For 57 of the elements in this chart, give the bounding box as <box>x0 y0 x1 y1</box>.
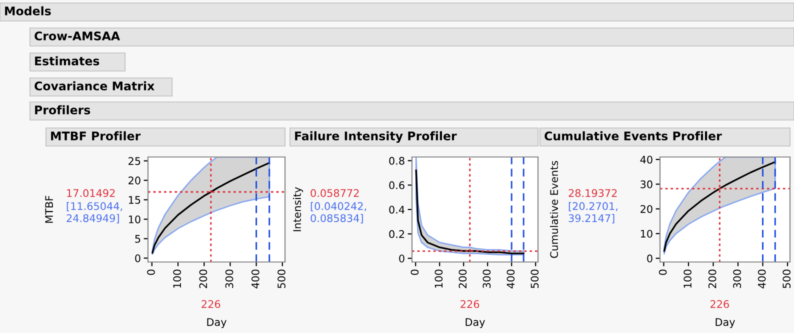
ref-line-label: 17.01492 <box>67 189 115 198</box>
text: Crow-AMSAA <box>34 31 120 40</box>
y-tick-label: 0 <box>135 254 140 262</box>
y-axis-title: Intensity <box>292 187 304 232</box>
x-axis-title: Day <box>207 318 226 328</box>
x-tick-label: 100 <box>434 270 443 288</box>
text: Covariance Matrix <box>34 81 154 90</box>
x-tick-label: 500 <box>530 270 539 288</box>
y-tick-label: 5 <box>135 235 140 243</box>
text: Models <box>5 6 51 16</box>
text: [11.65044, 24.84949] <box>66 202 122 224</box>
x-tick-label: 300 <box>225 270 234 288</box>
x-tick-label: 200 <box>708 270 716 288</box>
text: [0.040242, 0.085834] <box>310 202 366 224</box>
chart-title: MTBF Profiler <box>51 131 141 140</box>
y-tick-label: 0 <box>647 254 652 262</box>
y-tick-label: 20 <box>128 176 140 184</box>
x-tick-label: 500 <box>278 270 286 288</box>
y-tick-label: 25 <box>128 157 140 165</box>
ref-line-label: 226 <box>460 300 480 308</box>
ref-line-label: 0.058772 <box>310 189 359 198</box>
x-tick-label: 400 <box>506 270 515 288</box>
x-tick-label: 200 <box>458 270 467 288</box>
x-tick-label: 0 <box>658 270 667 275</box>
x-axis-title: Day <box>716 318 735 328</box>
text: Profilers <box>35 105 90 114</box>
y-tick-label: 40 <box>640 156 652 164</box>
y-axis-title: Cumulative Events <box>550 160 558 258</box>
y-tick-label: 0 <box>399 254 404 262</box>
x-tick-label: 500 <box>782 270 791 288</box>
x-tick-label: 300 <box>733 270 742 288</box>
x-tick-label: 0 <box>147 270 155 275</box>
y-tick-label: 30 <box>640 180 652 188</box>
y-tick-label: 0.8 <box>389 156 404 165</box>
y-tick-label: 0.2 <box>389 230 404 238</box>
ref-line-label: 226 <box>710 300 729 308</box>
text: Estimates <box>35 56 100 66</box>
chart-title: Cumulative Events Profiler <box>544 131 722 140</box>
x-tick-label: 400 <box>758 270 766 288</box>
y-tick-label: 10 <box>128 215 140 224</box>
x-axis-title: Day <box>466 318 485 328</box>
y-tick-label: 0.4 <box>389 206 404 214</box>
y-tick-label: 20 <box>640 205 652 213</box>
x-tick-label: 400 <box>251 270 260 288</box>
y-axis-title: MTBF <box>45 196 53 223</box>
text: [20.2701, 39.2147] <box>568 202 618 224</box>
x-tick-label: 100 <box>173 270 182 288</box>
ref-line-label: 28.19372 <box>568 189 617 198</box>
x-tick-label: 0 <box>410 270 419 275</box>
y-tick-label: 15 <box>128 196 140 204</box>
ref-line-label: 226 <box>202 300 220 308</box>
chart-title: Failure Intensity Profiler <box>295 131 457 143</box>
x-tick-label: 100 <box>684 270 692 288</box>
y-tick-label: 0.6 <box>389 181 404 190</box>
x-tick-label: 300 <box>482 270 491 288</box>
x-tick-label: 200 <box>199 270 208 288</box>
y-tick-label: 10 <box>640 230 652 238</box>
